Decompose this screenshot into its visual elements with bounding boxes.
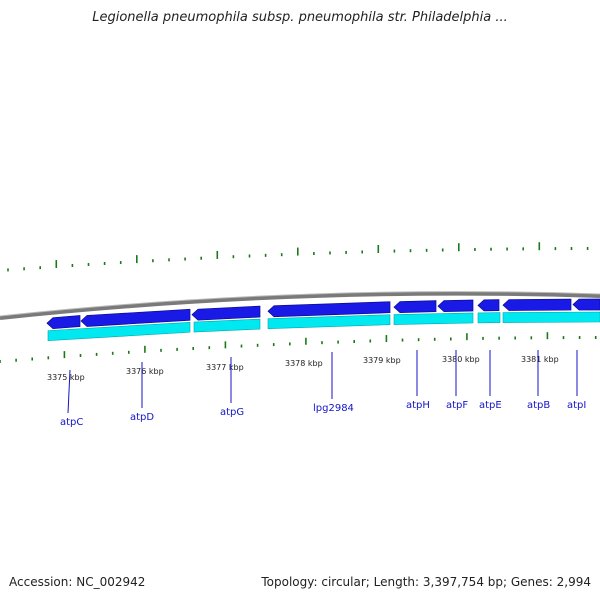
gene-arrow — [572, 298, 600, 311]
gene-shadow — [393, 312, 474, 325]
scale-label: 3381 kbp — [521, 355, 559, 364]
gene-arrow — [80, 308, 191, 327]
gene-arrow — [46, 315, 81, 330]
gene-arrow — [267, 301, 391, 318]
gene-label[interactable]: lpg2984 — [313, 403, 354, 414]
gene-shadow — [193, 318, 261, 333]
gene-arrow — [502, 298, 572, 311]
scale-label: 3378 kbp — [285, 359, 323, 368]
gene-shadow — [47, 321, 191, 341]
gene-label[interactable]: atpB — [527, 400, 550, 411]
gene-shadow — [502, 311, 600, 323]
gene-label[interactable]: atpC — [60, 417, 83, 428]
gene-label[interactable]: atpH — [406, 400, 430, 411]
gene-label[interactable]: atpE — [479, 400, 502, 411]
outer-scale-ticks — [7, 242, 589, 272]
gene-arrow — [191, 305, 261, 321]
gene-label[interactable]: atpF — [446, 400, 468, 411]
gene-arrow — [437, 299, 474, 312]
gene-shadow — [267, 314, 391, 330]
scale-labels: 3375 kbp 3376 kbp 3377 kbp 3378 kbp 3379 kbp… — [47, 355, 559, 382]
inner-scale-ticks — [0, 332, 597, 363]
gene-label[interactable]: atpG — [220, 407, 244, 418]
gene-shadow — [477, 312, 501, 324]
gene-shadow-band — [47, 311, 600, 341]
gene-callout-line — [67, 369, 71, 414]
scale-label: 3375 kbp — [47, 373, 85, 382]
gene-label[interactable]: atpI — [567, 400, 586, 411]
scale-label: 3380 kbp — [442, 355, 480, 364]
gene-callouts: atpC atpD atpG lpg2984 atpH atpF atpE atpB atpI — [60, 350, 586, 428]
gene-arrows — [46, 298, 600, 330]
genome-stats: Topology: circular; Length: 3,397,754 bp… — [261, 575, 591, 589]
accession-label: Accession: NC_002942 — [9, 575, 146, 589]
gene-arrow — [393, 300, 437, 313]
genome-backbone — [0, 291, 600, 320]
scale-label: 3376 kbp — [126, 367, 164, 376]
gene-arrow — [477, 299, 500, 312]
genome-backbone-highlight — [0, 291, 600, 317]
genome-title: Legionella pneumophila subsp. pneumophil… — [92, 10, 508, 25]
gene-label[interactable]: atpD — [130, 412, 154, 423]
scale-label: 3377 kbp — [206, 363, 244, 372]
scale-label: 3379 kbp — [363, 356, 401, 365]
